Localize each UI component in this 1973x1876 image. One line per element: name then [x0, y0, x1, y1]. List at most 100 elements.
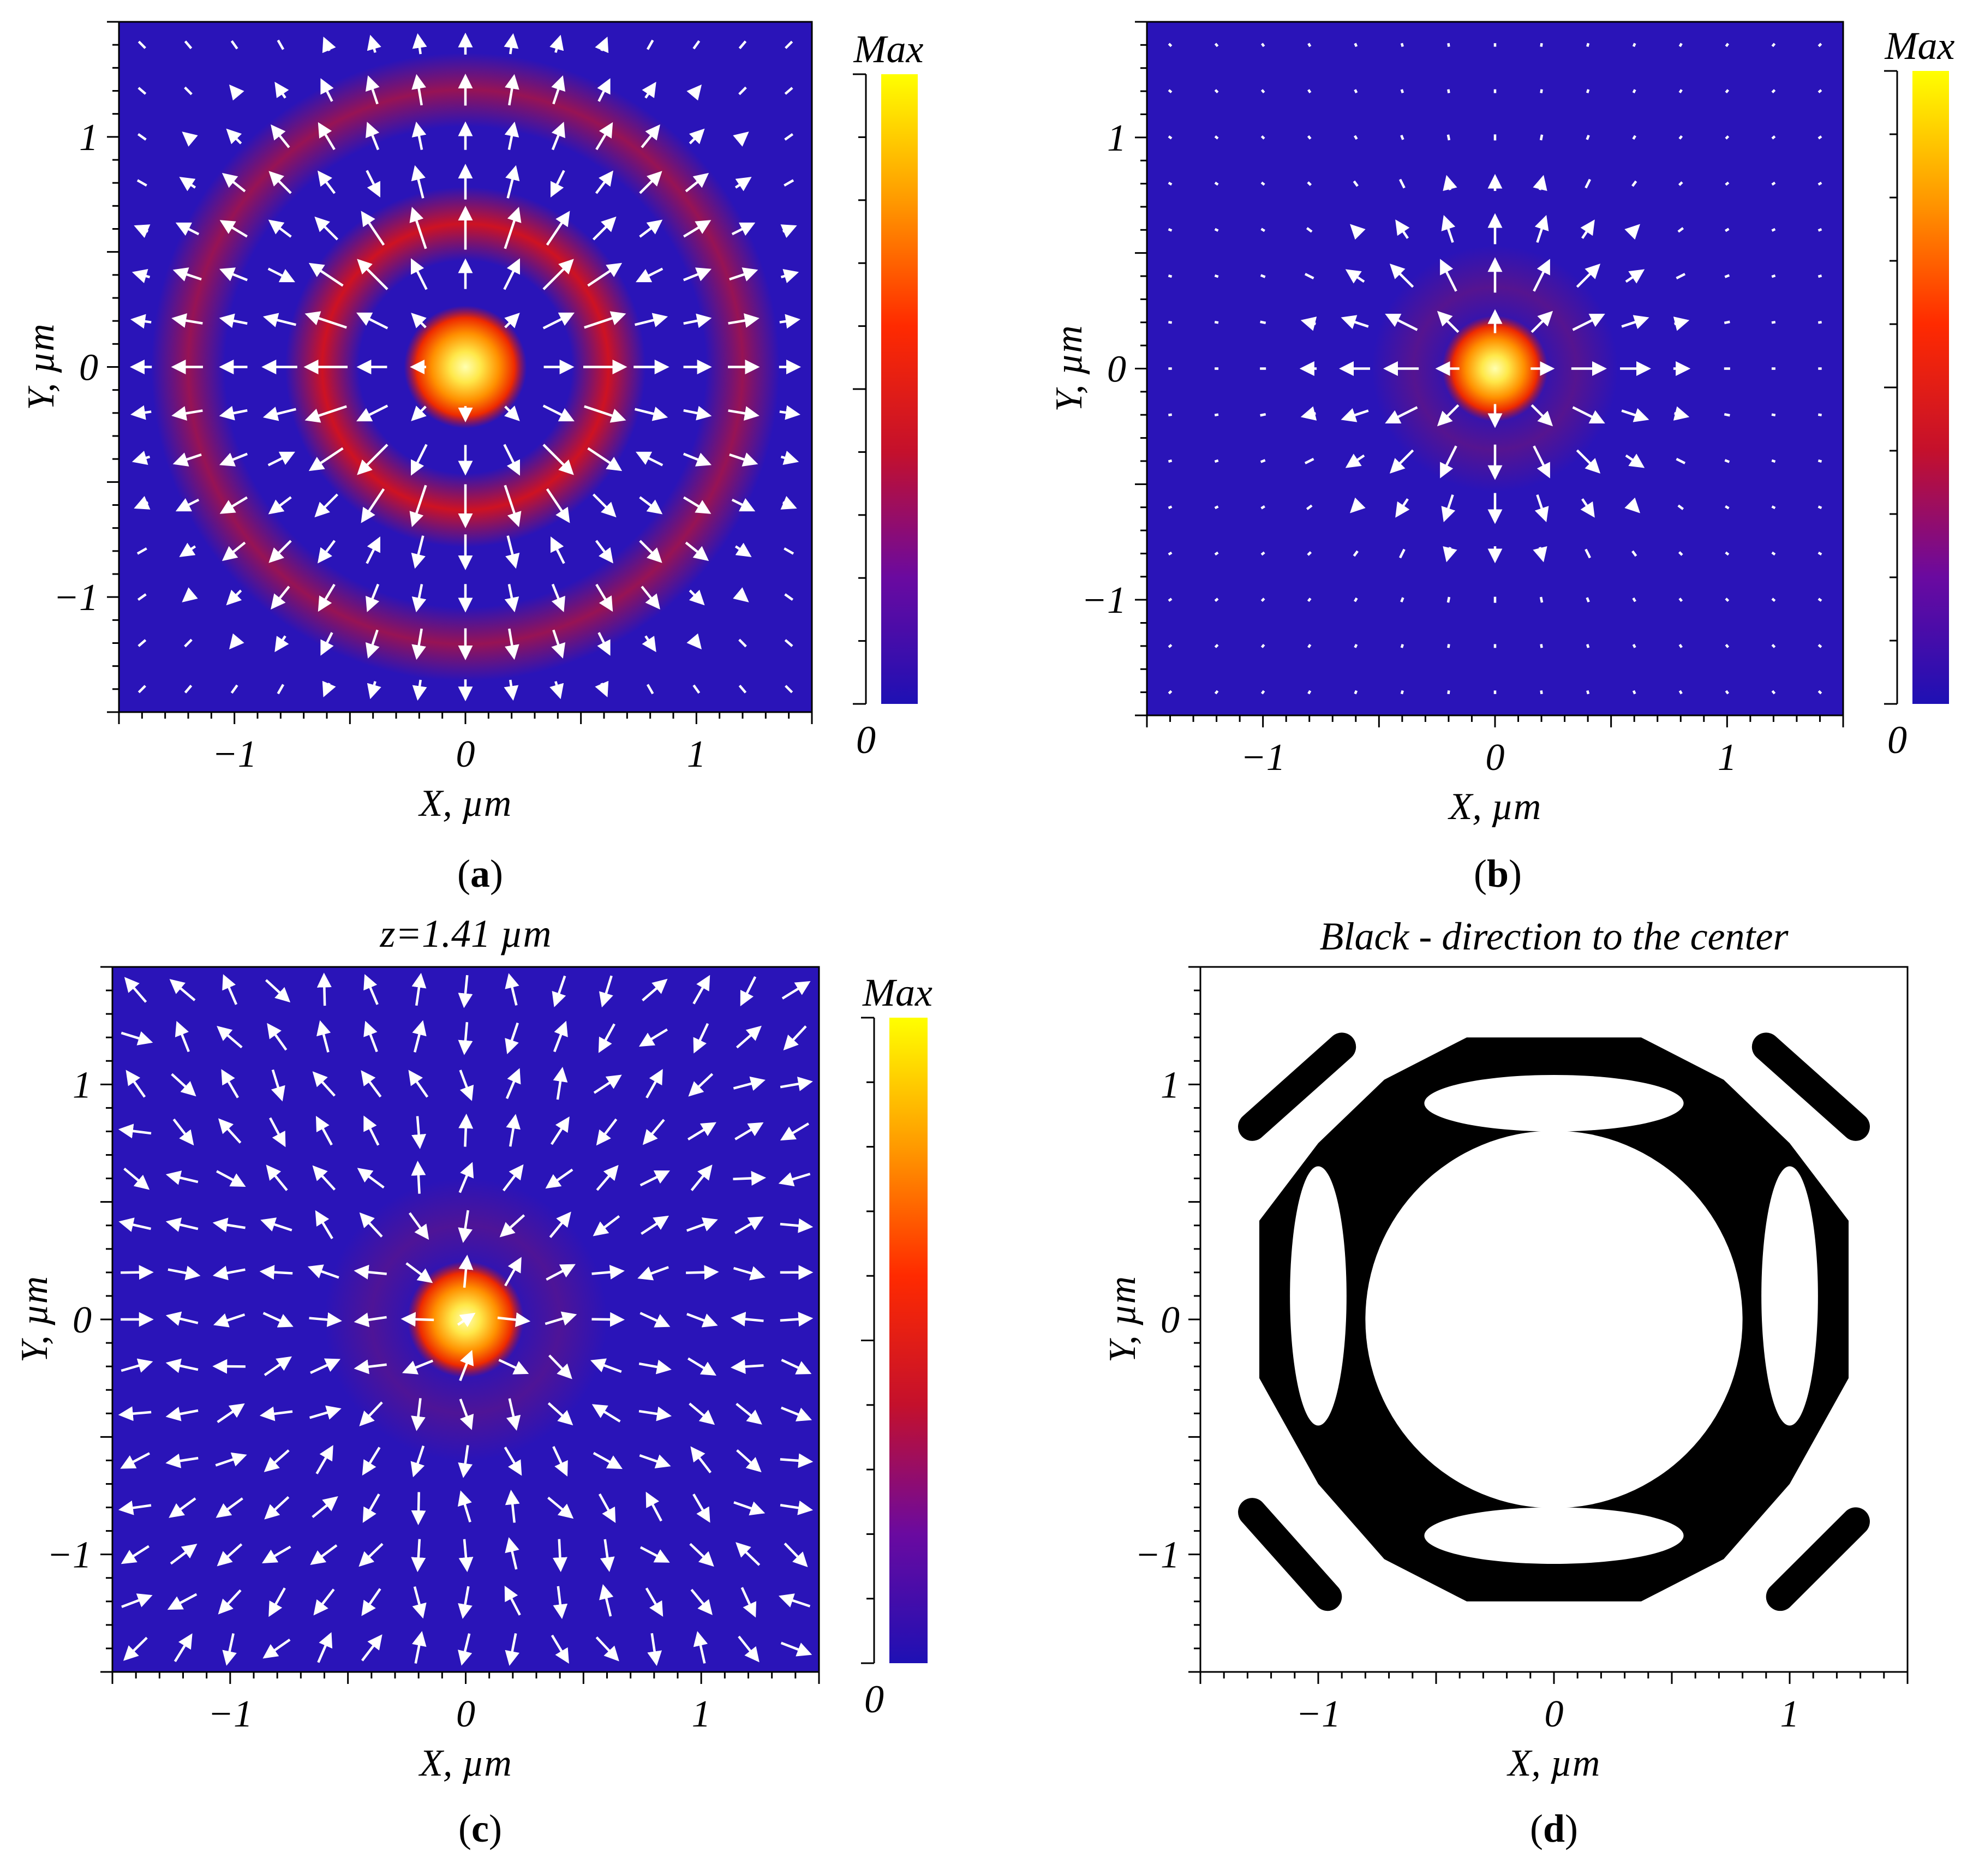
field-arrow [408, 1070, 429, 1098]
field-arrow [121, 1031, 153, 1045]
field-arrow [130, 405, 152, 420]
field-arrow [354, 1312, 387, 1328]
field-arrow [546, 488, 570, 523]
field-arrow [1576, 449, 1601, 474]
field-arrow [171, 406, 203, 421]
field-arrow [638, 1028, 668, 1047]
field-arrow [264, 1496, 290, 1520]
field-arrow [361, 488, 385, 523]
field-arrow [229, 84, 244, 101]
field-arrow [1395, 498, 1410, 518]
field-arrow [1168, 644, 1173, 648]
mask-corner-blob [1238, 1032, 1356, 1141]
field-arrow [411, 1161, 426, 1194]
field-arrow [1632, 89, 1636, 93]
field-arrow [274, 635, 289, 653]
field-arrow [458, 1633, 473, 1666]
field-arrow [595, 540, 613, 564]
field-arrow [121, 1545, 150, 1564]
field-arrow [165, 1217, 199, 1232]
field-arrow [689, 128, 705, 145]
field-arrow [318, 170, 336, 194]
field-arrow [1540, 89, 1543, 93]
field-arrow [548, 1354, 572, 1379]
field-arrow [504, 405, 520, 421]
field-arrow [780, 1218, 814, 1233]
field-arrow [354, 1264, 387, 1280]
field-arrow [738, 684, 747, 694]
arrow-field [129, 32, 802, 702]
field-arrow [219, 267, 248, 282]
field-arrow [266, 1164, 288, 1191]
field-arrow [458, 1445, 473, 1478]
field-arrow [312, 1071, 336, 1097]
y-axis-label: Y, µm [20, 324, 62, 410]
field-arrow [1817, 43, 1822, 47]
field-arrow [1307, 598, 1312, 602]
field-arrow [1354, 89, 1358, 93]
y-tick-label: 1 [73, 1064, 92, 1106]
field-arrow [1398, 178, 1406, 189]
field-arrow [593, 1451, 623, 1469]
field-arrow [118, 1124, 152, 1139]
field-arrow [1441, 494, 1456, 522]
field-arrow [215, 1452, 247, 1467]
field-arrow [1214, 135, 1219, 140]
field-arrow [1534, 494, 1549, 522]
field-arrow [505, 1022, 519, 1055]
panel-title: z=1.41 µm [379, 912, 551, 955]
field-arrow [551, 1634, 569, 1664]
field-arrow [175, 498, 200, 512]
field-arrow [356, 404, 388, 422]
field-arrow [361, 1634, 382, 1662]
field-arrow [1400, 134, 1404, 140]
field-arrow [134, 495, 151, 510]
field-arrow [505, 74, 519, 106]
x-tick-label: 1 [687, 733, 706, 775]
field-arrow [553, 1586, 568, 1620]
field-arrow [784, 179, 794, 187]
field-arrow [551, 583, 565, 612]
field-arrow [1632, 597, 1636, 602]
field-arrow [506, 1114, 521, 1147]
field-arrow [1678, 551, 1683, 556]
field-arrow [268, 171, 292, 194]
field-arrow [408, 1212, 429, 1240]
field-arrow [212, 1359, 246, 1374]
field-arrow [365, 75, 380, 105]
field-arrow [1354, 135, 1358, 140]
field-arrow [553, 1067, 568, 1100]
field-arrow [686, 1313, 718, 1328]
colorbar-min-label: 0 [1887, 718, 1907, 762]
field-arrow [1771, 505, 1776, 510]
field-arrow [1440, 259, 1457, 292]
field-arrow [733, 587, 749, 602]
field-arrow [1341, 315, 1369, 330]
field-arrow [553, 1020, 568, 1053]
field-arrow [175, 222, 200, 236]
field-arrow [595, 122, 613, 151]
field-arrow [315, 1115, 333, 1146]
field-arrow [1168, 274, 1173, 278]
field-arrow [314, 493, 339, 518]
field-arrow [184, 684, 193, 694]
field-arrow [411, 121, 427, 150]
field-arrow [592, 493, 617, 518]
field-arrow [596, 1164, 619, 1191]
field-arrow [598, 1493, 616, 1523]
field-arrow [1214, 89, 1219, 93]
x-tick-label: −1 [1241, 737, 1286, 779]
field-arrow [784, 593, 794, 601]
field-arrow [1580, 219, 1595, 239]
field-arrow [411, 258, 428, 290]
field-arrow [593, 1074, 622, 1094]
field-arrow [229, 633, 244, 650]
field-arrow [1533, 445, 1550, 479]
field-arrow [1353, 180, 1359, 187]
field-arrow [1345, 453, 1365, 468]
field-arrow [1385, 313, 1418, 331]
field-arrow [184, 638, 193, 648]
field-arrow [1214, 181, 1219, 186]
field-arrow [1673, 316, 1690, 331]
field-arrow [458, 1162, 474, 1193]
